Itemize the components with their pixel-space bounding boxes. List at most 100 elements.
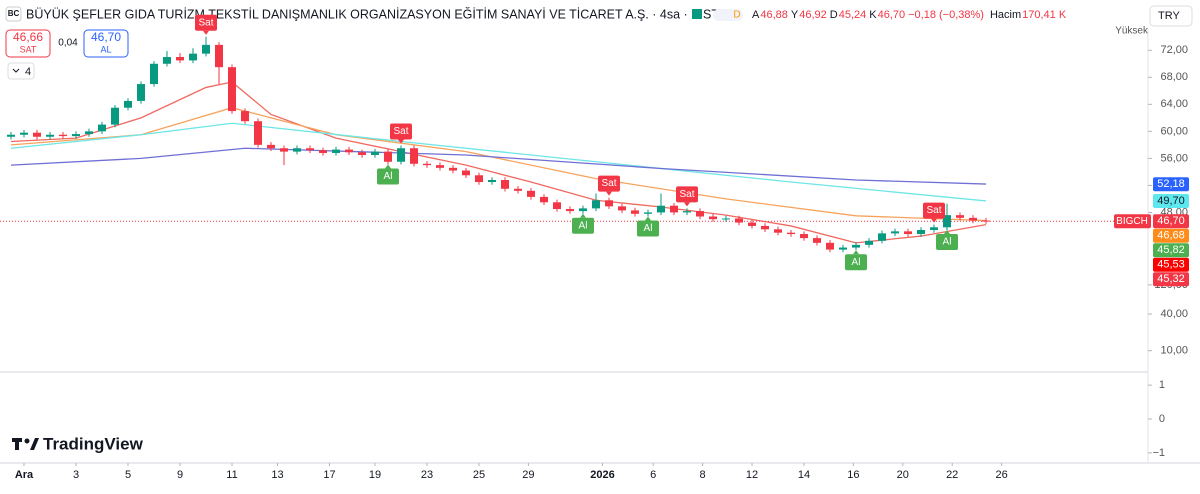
- buy-label[interactable]: AL: [100, 44, 111, 54]
- candle-body: [228, 67, 236, 112]
- candle-body: [137, 84, 145, 101]
- candle-body: [345, 149, 353, 153]
- candle-body: [852, 244, 860, 248]
- price-tag: [1153, 177, 1189, 192]
- sell-box[interactable]: [5, 29, 51, 58]
- candle-body: [657, 205, 665, 213]
- x-tick-label: 12: [746, 469, 758, 481]
- candle-body: [670, 205, 678, 213]
- candle-body: [761, 225, 769, 230]
- candle-body: [566, 209, 574, 212]
- candle-body: [891, 231, 899, 234]
- candle-body: [722, 218, 730, 220]
- price-tag-label: 46,68: [1157, 230, 1185, 242]
- candle-body: [904, 231, 912, 235]
- osc-tick-label: 1: [1159, 379, 1165, 391]
- price-tag: [1153, 272, 1189, 287]
- sell-price[interactable]: 46,66: [13, 30, 43, 44]
- ma-line: [10, 147, 987, 185]
- indicator-toggle[interactable]: [7, 62, 35, 80]
- ohlc: A 46,88 Y 46,92 D 45,24 K 46,70 −0,18 (−0,38%) Ha…: [752, 9, 1067, 21]
- signal-box: [598, 175, 620, 192]
- ohlc-value: 45,24: [839, 9, 867, 21]
- currency-box[interactable]: [1149, 5, 1193, 27]
- candle-body: [878, 233, 886, 241]
- candle-body: [215, 44, 223, 68]
- buy-price[interactable]: 46,70: [91, 30, 121, 44]
- candle-body: [124, 100, 132, 108]
- y-tick-label: 72,00: [1160, 44, 1188, 56]
- candle-body: [85, 131, 93, 135]
- signal-label: Sat: [679, 189, 694, 200]
- x-tick-label: 20: [897, 469, 909, 481]
- signal-box: [923, 202, 945, 219]
- buy-box[interactable]: [83, 29, 129, 58]
- candle-body: [384, 151, 392, 162]
- candle-body: [605, 200, 613, 207]
- signal-box: [390, 123, 412, 140]
- ohlc-value: 46,92: [799, 9, 827, 21]
- candle-body: [202, 44, 210, 54]
- signal-pointer: [684, 202, 690, 207]
- candle-body: [358, 152, 366, 155]
- x-tick-label: 16: [847, 469, 859, 481]
- x-tick-label: 11: [226, 469, 237, 481]
- candle-body: [969, 217, 977, 221]
- candle-body: [514, 188, 522, 191]
- signal-label: Al: [384, 171, 393, 182]
- ohlc-label: D: [830, 9, 838, 21]
- candle-body: [787, 232, 795, 235]
- candle-body: [410, 148, 418, 164]
- candle-body: [59, 134, 67, 137]
- price-tag: [1153, 257, 1189, 272]
- signal-pointer: [606, 191, 612, 196]
- candle-body: [475, 175, 483, 183]
- signal-box: [637, 220, 659, 237]
- candle-body: [267, 144, 275, 149]
- candle-body: [501, 180, 509, 189]
- x-tick-label: 22: [946, 469, 958, 481]
- signal-label: Sat: [198, 17, 213, 28]
- x-tick-label: 9: [177, 469, 183, 481]
- candle-body: [462, 170, 470, 176]
- candle-body: [579, 208, 587, 212]
- candle-body: [748, 222, 756, 226]
- candle-body: [800, 234, 808, 239]
- candle-body: [306, 148, 314, 151]
- candle-body: [930, 227, 938, 230]
- sell-label[interactable]: SAT: [20, 44, 37, 54]
- signal-label: Al: [852, 257, 861, 268]
- candle-body: [540, 196, 548, 203]
- signal-box: [377, 168, 399, 185]
- candle-body: [20, 132, 28, 135]
- candle-body: [150, 63, 158, 85]
- indicator-count[interactable]: 4: [25, 66, 31, 78]
- candle-body: [293, 148, 301, 152]
- x-tick-label: Ara: [15, 469, 34, 481]
- candle-body: [319, 150, 327, 153]
- currency[interactable]: TRY: [1158, 10, 1180, 22]
- price-tag: [1153, 243, 1189, 258]
- candle-body: [189, 53, 197, 61]
- candle-body: [46, 134, 54, 137]
- ohlc-label: K: [869, 9, 877, 21]
- candle-body: [527, 190, 535, 197]
- status-icon: [692, 9, 702, 19]
- x-tick-label: 3: [73, 469, 79, 481]
- signal-pointer: [645, 216, 651, 221]
- candle-body: [488, 180, 496, 183]
- candle-body: [735, 218, 743, 223]
- x-tick-label: 5: [125, 469, 131, 481]
- signal-pointer: [944, 230, 950, 234]
- candle-body: [683, 211, 691, 213]
- x-tick-label: 13: [271, 469, 283, 481]
- symbol-title: BÜYÜK ŞEFLER GIDA TURİZM TEKSTİL DANIŞMA…: [26, 6, 719, 21]
- candle-body: [982, 220, 990, 222]
- candle-body: [839, 247, 847, 250]
- price-tag-label: 49,70: [1157, 195, 1185, 207]
- x-tick-label: 14: [798, 469, 810, 481]
- candle-body: [176, 57, 184, 61]
- candle-body: [449, 167, 457, 171]
- signal-pointer: [580, 213, 586, 218]
